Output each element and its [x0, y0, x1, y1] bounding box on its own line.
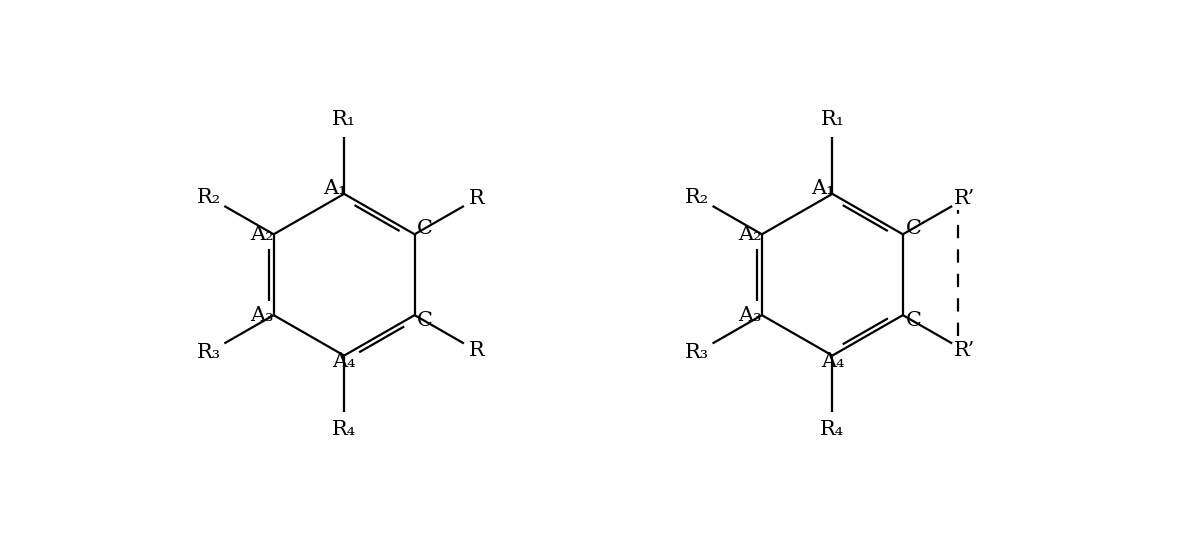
Text: R₃: R₃ [685, 343, 709, 362]
Text: R₃: R₃ [197, 343, 221, 362]
Text: A₃: A₃ [250, 306, 273, 325]
Text: A₂: A₂ [250, 225, 273, 244]
Text: R’: R’ [954, 341, 976, 360]
Text: R₁: R₁ [820, 110, 845, 129]
Text: C: C [906, 311, 921, 330]
Text: A₄: A₄ [332, 352, 356, 370]
Text: A₃: A₃ [737, 306, 761, 325]
Text: A₁: A₁ [811, 179, 835, 197]
Text: R’: R’ [954, 189, 976, 208]
Text: A₂: A₂ [737, 225, 761, 244]
Text: R₁: R₁ [332, 110, 356, 129]
Text: A₁: A₁ [322, 179, 346, 197]
Text: R₄: R₄ [332, 421, 356, 440]
Text: R₂: R₂ [685, 188, 710, 207]
Text: C: C [417, 311, 433, 330]
Text: R: R [469, 189, 485, 208]
Text: C: C [417, 219, 433, 238]
Text: R₄: R₄ [820, 421, 845, 440]
Text: R: R [469, 341, 485, 360]
Text: A₄: A₄ [820, 352, 845, 370]
Text: C: C [906, 219, 921, 238]
Text: R₂: R₂ [197, 188, 221, 207]
